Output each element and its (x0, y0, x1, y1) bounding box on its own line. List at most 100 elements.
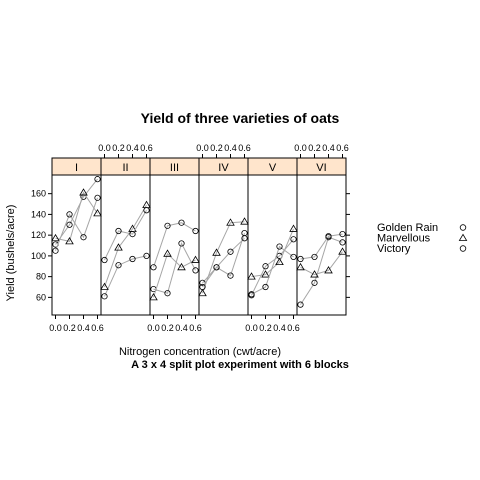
data-point (66, 211, 73, 218)
data-point (143, 207, 150, 214)
legend-label: Marvellous (377, 233, 431, 245)
series-line-victory (300, 233, 343, 260)
x-tick-label: 0.4 (77, 323, 90, 333)
x-tick-label: 0.6 (238, 143, 251, 153)
series-line-golden-rain (251, 238, 294, 296)
y-tick-label: 100 (31, 251, 46, 261)
data-point (178, 240, 185, 247)
panel-II: II 0.0 0.2 0.4 0.6 (98, 143, 153, 316)
legend-label: Victory (377, 243, 411, 255)
series-line-victory (202, 237, 245, 288)
y-tick-label: 80 (36, 272, 46, 282)
data-point (290, 236, 297, 243)
x-tick-label: 0.6 (140, 143, 153, 153)
data-point (261, 270, 270, 278)
data-point (339, 239, 346, 246)
data-point (212, 248, 221, 256)
x-tick-label: 0.4 (224, 143, 237, 153)
data-point (227, 248, 234, 255)
y-tick-label: 140 (31, 209, 46, 219)
data-point (290, 253, 297, 261)
data-point (164, 290, 171, 297)
data-point (296, 262, 305, 271)
data-point (227, 272, 234, 279)
data-point (311, 253, 318, 261)
x-tick-label: 0.0 (245, 323, 258, 333)
series-line-golden-rain (202, 232, 245, 284)
series-line-marvellous (104, 204, 147, 288)
data-point (79, 188, 88, 196)
panel-V: V 0.0 0.2 0.4 0.6 (245, 157, 300, 333)
y-axis: 60 80 100 120 140 160 (31, 189, 350, 302)
strip-label: I (75, 162, 78, 174)
x-tick-label: 0.6 (287, 323, 300, 333)
data-point (240, 217, 249, 225)
panel-frame (51, 174, 102, 316)
data-point (94, 194, 101, 201)
x-tick-label: 0.0 (49, 323, 62, 333)
data-point (311, 279, 318, 286)
data-point (114, 243, 123, 251)
x-tick-label: 0.0 (294, 143, 307, 153)
chart-subtitle: A 3 x 4 split plot experiment with 6 blo… (131, 359, 349, 371)
series-line-marvellous (55, 191, 98, 242)
strip-label: II (122, 162, 128, 174)
data-point (297, 301, 304, 308)
data-point (52, 247, 59, 254)
data-point (226, 218, 235, 226)
data-point (51, 233, 60, 242)
data-point (338, 247, 347, 255)
strip-label: V (269, 162, 277, 174)
legend-marker (459, 224, 467, 231)
data-point (163, 249, 172, 257)
data-point (276, 243, 283, 250)
data-point (325, 233, 332, 240)
series-line-victory (251, 245, 294, 295)
x-tick-label: 0.2 (308, 143, 321, 153)
x-tick-label: 0.4 (322, 143, 335, 153)
data-point (129, 255, 136, 263)
data-point (310, 270, 319, 278)
data-point (198, 288, 207, 297)
x-tick-label: 0.6 (189, 323, 202, 333)
x-tick-label: 0.4 (175, 323, 188, 333)
data-point (101, 293, 108, 300)
x-tick-label: 0.6 (91, 323, 104, 333)
strip-label: III (170, 162, 179, 174)
series-line-golden-rain (300, 236, 343, 305)
data-point (142, 200, 151, 208)
data-point (94, 176, 101, 183)
y-tick-label: 120 (31, 230, 46, 240)
data-point (143, 252, 150, 259)
x-tick-label: 0.0 (98, 143, 111, 153)
data-point (192, 227, 199, 235)
legend-marker (459, 245, 467, 252)
x-tick-label: 0.2 (161, 323, 174, 333)
data-point (262, 263, 269, 270)
data-point (178, 219, 185, 226)
data-point (241, 229, 248, 237)
panel-frame (149, 174, 200, 316)
data-point (191, 255, 200, 263)
data-point (192, 267, 199, 274)
x-tick-label: 0.4 (126, 143, 139, 153)
data-point (149, 292, 158, 301)
data-point (115, 227, 122, 235)
series-line-marvellous (202, 221, 245, 294)
series-line-golden-rain (55, 178, 98, 245)
x-tick-label: 0.2 (259, 323, 272, 333)
y-axis-label: Yield (bushels/acre) (5, 205, 17, 302)
series-line-marvellous (153, 252, 196, 298)
data-point (247, 272, 256, 280)
data-point (80, 234, 87, 241)
data-point (177, 262, 186, 271)
chart-title: Yield of three varieties of oats (141, 110, 340, 126)
data-point (297, 255, 304, 263)
x-tick-label: 0.2 (210, 143, 223, 153)
data-point (129, 231, 136, 238)
data-point (248, 291, 255, 298)
data-point (339, 231, 346, 238)
series-line-golden-rain (153, 242, 196, 294)
data-point (164, 222, 171, 229)
